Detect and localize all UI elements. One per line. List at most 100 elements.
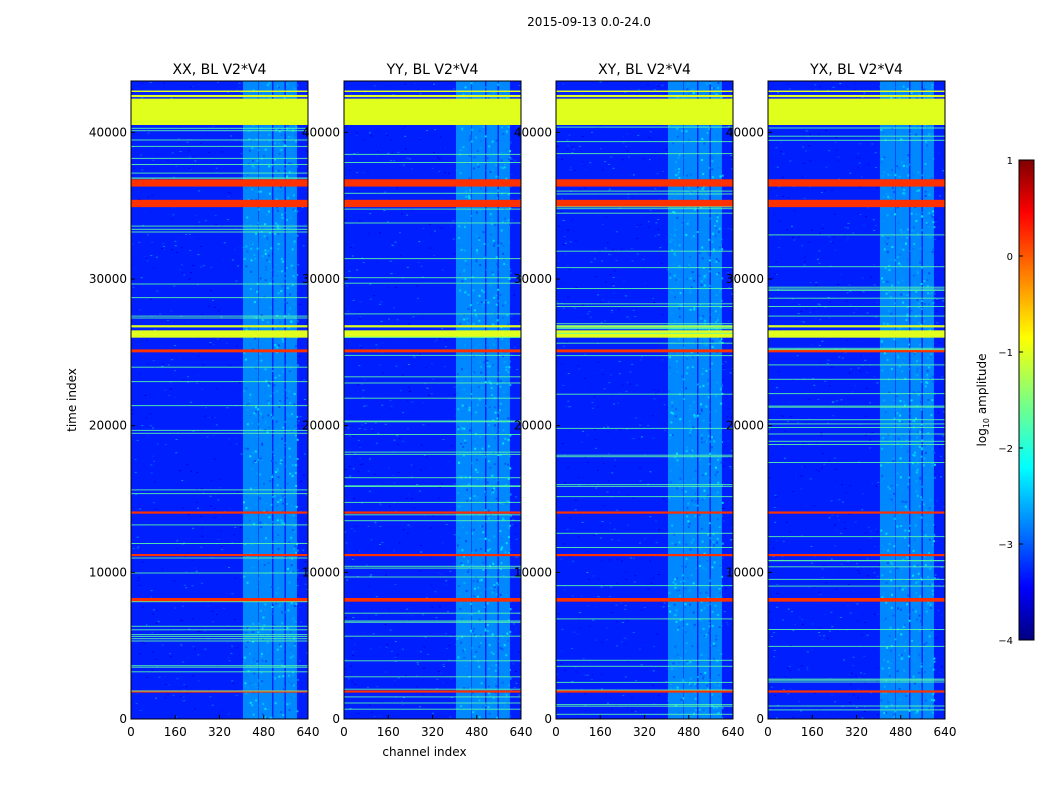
noise-speck bbox=[571, 648, 574, 649]
noise-speck bbox=[582, 136, 585, 138]
noise-speck bbox=[160, 569, 163, 571]
noise-speck bbox=[605, 161, 608, 163]
noise-speck bbox=[195, 488, 198, 490]
flagged-time-band bbox=[344, 98, 521, 125]
noise-speck bbox=[174, 345, 177, 347]
band-speck bbox=[492, 419, 495, 422]
band-speck bbox=[465, 316, 468, 319]
band-speck bbox=[500, 159, 503, 162]
band-speck bbox=[701, 257, 704, 260]
band-speck bbox=[718, 585, 721, 588]
noise-speck bbox=[152, 427, 154, 429]
band-speck bbox=[720, 699, 723, 701]
noise-speck bbox=[198, 680, 201, 682]
y-tick-label: 30000 bbox=[89, 272, 127, 286]
noise-speck bbox=[581, 304, 584, 306]
band-speck bbox=[279, 321, 281, 324]
noise-speck bbox=[587, 551, 590, 553]
band-speck bbox=[282, 370, 284, 373]
band-speck bbox=[502, 82, 505, 85]
noise-speck bbox=[386, 545, 389, 547]
band-speck bbox=[288, 455, 291, 458]
band-speck bbox=[707, 435, 710, 438]
flagged-time-line bbox=[556, 355, 733, 357]
band-speck bbox=[476, 251, 479, 254]
noise-speck bbox=[726, 363, 728, 365]
noise-speck bbox=[381, 404, 384, 406]
band-speck bbox=[251, 631, 254, 633]
band-speck bbox=[258, 509, 261, 512]
noise-speck bbox=[395, 287, 398, 288]
band-speck bbox=[673, 603, 676, 606]
noise-speck bbox=[219, 530, 222, 532]
noise-speck bbox=[202, 364, 205, 366]
noise-speck bbox=[408, 619, 411, 621]
noise-speck bbox=[581, 93, 584, 95]
noise-speck bbox=[181, 700, 184, 702]
noise-speck bbox=[445, 633, 447, 634]
band-speck bbox=[286, 555, 289, 558]
noise-speck bbox=[567, 296, 570, 298]
band-speck bbox=[476, 404, 479, 407]
band-speck bbox=[279, 498, 282, 501]
noise-speck bbox=[374, 523, 377, 525]
band-speck bbox=[469, 648, 472, 651]
noise-speck bbox=[623, 280, 626, 282]
band-speck bbox=[478, 130, 481, 133]
band-speck bbox=[503, 361, 506, 363]
noise-speck bbox=[304, 561, 307, 563]
noise-speck bbox=[174, 301, 177, 302]
noise-speck bbox=[570, 549, 573, 550]
band-speck bbox=[264, 420, 267, 423]
noise-speck bbox=[514, 593, 517, 595]
noise-speck bbox=[418, 353, 421, 355]
noise-speck bbox=[205, 407, 207, 409]
noise-speck bbox=[297, 264, 300, 266]
band-speck bbox=[693, 683, 696, 686]
band-speck bbox=[689, 288, 692, 291]
noise-speck bbox=[284, 701, 287, 703]
noise-speck bbox=[217, 82, 219, 83]
band-speck bbox=[715, 466, 717, 469]
noise-speck bbox=[786, 229, 789, 231]
band-speck bbox=[278, 152, 281, 155]
band-speck bbox=[712, 532, 715, 535]
band-speck bbox=[668, 605, 671, 607]
noise-speck bbox=[241, 658, 244, 660]
band-speck bbox=[287, 674, 290, 677]
noise-speck bbox=[665, 235, 668, 237]
band-speck bbox=[259, 473, 262, 476]
band-speck bbox=[676, 127, 679, 130]
band-speck bbox=[275, 263, 278, 266]
noise-speck bbox=[156, 358, 159, 359]
noise-speck bbox=[236, 89, 239, 91]
noise-speck bbox=[240, 92, 243, 93]
noise-speck bbox=[392, 245, 394, 246]
noise-speck bbox=[358, 365, 361, 367]
flagged-time-line bbox=[131, 228, 308, 230]
band-speck bbox=[457, 236, 460, 239]
noise-speck bbox=[134, 471, 137, 473]
band-speck bbox=[483, 243, 486, 245]
noise-speck bbox=[239, 382, 241, 384]
band-speck bbox=[678, 661, 681, 664]
noise-speck bbox=[297, 425, 300, 427]
band-speck bbox=[502, 221, 504, 224]
band-speck bbox=[674, 543, 677, 546]
noise-speck bbox=[367, 233, 370, 235]
band-speck bbox=[676, 577, 679, 580]
noise-speck bbox=[190, 470, 192, 472]
band-speck bbox=[473, 696, 476, 699]
noise-speck bbox=[639, 480, 642, 482]
band-speck bbox=[708, 522, 711, 525]
band-speck bbox=[278, 675, 281, 678]
noise-speck bbox=[236, 391, 239, 393]
band-speck bbox=[499, 709, 502, 712]
noise-speck bbox=[395, 150, 397, 152]
band-speck bbox=[705, 273, 708, 276]
band-speck bbox=[274, 677, 277, 680]
noise-speck bbox=[571, 146, 574, 148]
band-speck bbox=[469, 429, 471, 432]
noise-speck bbox=[561, 628, 564, 630]
band-speck bbox=[246, 581, 249, 584]
